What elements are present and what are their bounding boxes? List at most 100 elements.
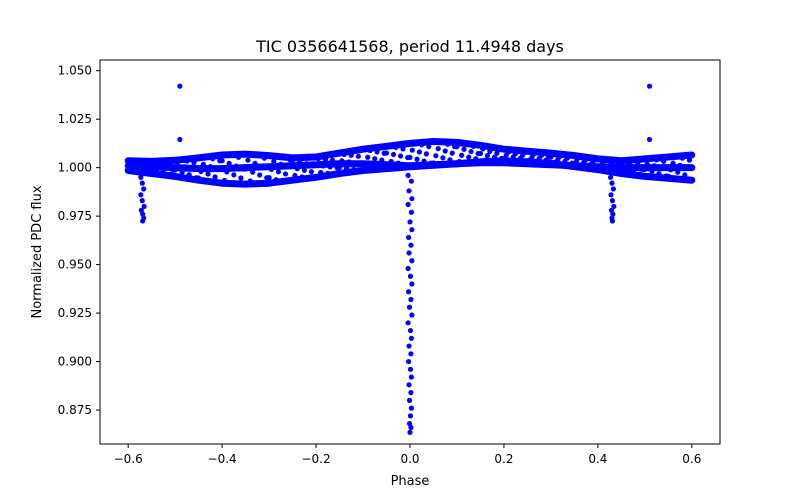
data-point-baseline-scatter: [463, 160, 469, 166]
data-point-baseline-scatter: [318, 169, 324, 176]
data-point-baseline-scatter: [672, 176, 678, 182]
data-point-outliers: [177, 136, 183, 143]
data-point-baseline-scatter: [332, 171, 338, 177]
data-point-baseline-scatter: [369, 162, 376, 169]
data-point-primary-eclipse: [407, 366, 414, 372]
x-tick-label: −0.4: [208, 452, 237, 466]
data-point-baseline-scatter: [409, 147, 415, 153]
x-axis-label: Phase: [391, 474, 430, 489]
chart-title: TIC 0356641568, period 11.4948 days: [255, 37, 564, 56]
data-point-baseline-scatter: [459, 152, 465, 158]
data-point-baseline-scatter: [285, 164, 291, 170]
data-point-baseline-scatter: [160, 169, 167, 175]
data-point-baseline-scatter: [682, 172, 688, 178]
data-point-baseline-scatter: [186, 172, 192, 178]
data-point-secondary-eclipse: [609, 218, 616, 224]
data-point-primary-eclipse: [406, 382, 412, 388]
data-point-baseline-scatter: [550, 151, 556, 157]
data-point-secondary-eclipse: [609, 180, 615, 186]
data-point-baseline-scatter: [416, 149, 422, 155]
data-point-baseline-scatter: [506, 149, 512, 155]
data-point-primary-eclipse: [408, 374, 415, 380]
data-point-baseline-scatter: [435, 146, 441, 152]
data-point-baseline-scatter: [454, 144, 460, 150]
data-point-baseline-scatter: [172, 167, 178, 173]
data-point-baseline-scatter: [252, 160, 258, 166]
data-point-baseline-scatter: [243, 166, 249, 172]
data-point-baseline-scatter: [191, 160, 197, 166]
data-point-baseline-scatter: [266, 175, 272, 181]
data-point-baseline-scatter: [268, 166, 275, 172]
y-axis-label: Normalized PDC flux: [30, 185, 45, 318]
data-point-baseline-scatter: [360, 167, 366, 174]
data-point-baseline-scatter: [437, 162, 444, 168]
data-point-baseline-scatter: [353, 160, 359, 166]
data-point-primary-eclipse: [405, 320, 411, 326]
data-point-baseline-scatter: [402, 162, 408, 168]
y-tick-label: 0.925: [58, 306, 92, 320]
x-tick-label: 0.2: [494, 452, 513, 466]
data-point-baseline-scatter: [336, 164, 343, 170]
data-point-baseline-scatter: [233, 163, 239, 169]
data-point-secondary-eclipse: [140, 211, 146, 217]
data-point-baseline-scatter: [174, 162, 181, 168]
data-point-baseline-scatter: [214, 166, 221, 172]
data-point-baseline-scatter: [679, 155, 686, 161]
data-point-primary-eclipse: [407, 327, 414, 334]
data-point-baseline-scatter: [440, 155, 446, 161]
data-point-baseline-scatter: [320, 163, 326, 169]
data-point-baseline-scatter: [686, 157, 693, 163]
data-point-baseline-scatter: [421, 158, 427, 164]
data-point-baseline-scatter: [278, 161, 284, 167]
y-tick-label: 0.950: [58, 258, 92, 272]
data-point-baseline-scatter: [635, 160, 641, 166]
data-point-baseline-scatter: [651, 163, 657, 169]
data-point-outliers: [646, 83, 653, 89]
data-point-secondary-eclipse: [608, 192, 614, 198]
y-tick-label: 1.050: [58, 64, 92, 78]
data-point-primary-eclipse: [405, 201, 411, 208]
data-point-baseline-scatter: [398, 153, 404, 159]
data-point-secondary-eclipse: [141, 203, 147, 210]
data-point-baseline-scatter: [165, 160, 171, 167]
data-point-baseline-scatter: [315, 156, 322, 162]
data-point-baseline-scatter: [642, 166, 648, 172]
data-point-baseline-scatter: [313, 162, 319, 168]
data-point-baseline-scatter: [365, 154, 371, 160]
data-point-baseline-scatter: [658, 165, 664, 171]
data-point-baseline-scatter: [203, 178, 209, 184]
data-point-primary-eclipse: [407, 429, 413, 435]
data-point-baseline-scatter: [407, 154, 413, 160]
data-point-outliers: [177, 83, 183, 89]
data-point-baseline-scatter: [557, 153, 563, 159]
data-point-secondary-eclipse: [138, 192, 144, 198]
data-point-primary-eclipse: [409, 312, 415, 318]
data-point-baseline-scatter: [153, 167, 159, 173]
data-point-baseline-scatter: [646, 174, 653, 180]
data-point-primary-eclipse: [407, 273, 414, 279]
data-point-baseline-scatter: [177, 174, 183, 180]
data-point-baseline-scatter: [221, 177, 228, 184]
data-point-secondary-eclipse: [607, 174, 614, 180]
data-point-primary-eclipse: [406, 304, 413, 310]
data-point-baseline-scatter: [280, 178, 286, 185]
data-point-primary-eclipse: [408, 209, 415, 215]
data-point-baseline-scatter: [466, 154, 472, 160]
y-tick-label: 0.875: [58, 403, 92, 417]
data-point-baseline-scatter: [198, 168, 204, 174]
data-point-baseline-scatter: [156, 163, 162, 169]
data-point-baseline-scatter: [447, 157, 453, 163]
data-point-baseline-scatter: [461, 146, 467, 152]
data-point-secondary-eclipse: [141, 186, 147, 192]
data-point-baseline-scatter: [374, 149, 380, 155]
data-point-baseline-scatter: [400, 146, 406, 152]
data-point-baseline-scatter: [200, 161, 206, 167]
data-point-primary-eclipse: [405, 265, 411, 272]
data-point-baseline-scatter: [675, 169, 681, 175]
data-point-baseline-scatter: [637, 171, 643, 177]
data-point-primary-eclipse: [406, 250, 412, 256]
data-point-outliers: [646, 136, 653, 143]
data-point-baseline-scatter: [294, 166, 300, 172]
data-point-baseline-scatter: [491, 154, 498, 160]
